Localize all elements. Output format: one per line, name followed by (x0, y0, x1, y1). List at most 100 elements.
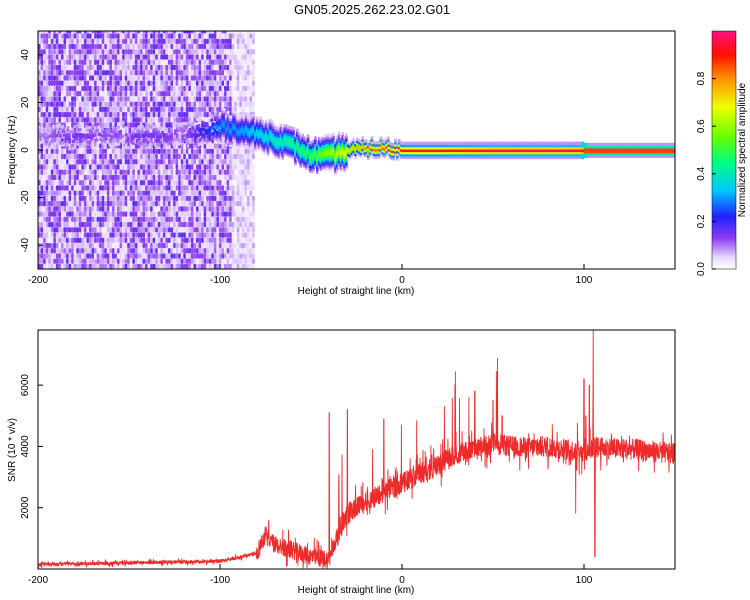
spectrogram-cell (239, 195, 243, 202)
spectrogram-cell (290, 126, 294, 130)
spectrogram-cell (203, 248, 207, 254)
spectrogram-cell (73, 101, 77, 107)
spectrogram-cell (63, 96, 67, 102)
spectrogram-cell (185, 49, 189, 55)
spectrogram-cell (185, 242, 189, 249)
spectrogram-cell (53, 211, 57, 217)
spectrogram-cell (48, 33, 51, 39)
spectrogram-cell (94, 33, 97, 39)
spectrogram-cell (124, 64, 128, 71)
spectrogram-cell (249, 148, 253, 154)
spectrogram-cell (72, 132, 75, 136)
spectrogram-cell (221, 59, 225, 65)
spectrogram-cell (106, 253, 110, 259)
spectrogram-cell (229, 185, 232, 191)
spectrogram-cell (160, 248, 164, 254)
spectrogram-cell (73, 31, 77, 34)
spectrogram-cell (109, 85, 113, 92)
spectrogram-cell (94, 64, 97, 71)
spectrogram-cell (203, 263, 207, 269)
spectrogram-cell (206, 221, 209, 228)
spectrogram-cell (218, 169, 222, 175)
spectrogram-cell (244, 119, 248, 123)
spectrogram-cell (53, 185, 57, 191)
spectrogram-cell (185, 216, 189, 223)
spectrogram-cell (165, 101, 169, 107)
spectrogram-cell (303, 140, 306, 145)
spectrogram-cell (266, 140, 270, 145)
spectrogram-cell (60, 159, 64, 165)
spectrogram-cell (263, 141, 266, 145)
spectrogram-cell (257, 125, 261, 130)
spectrogram-cell (219, 138, 223, 142)
spectrogram-cell (137, 117, 141, 123)
spectrogram-cell (91, 164, 95, 170)
spectrogram-cell (234, 132, 237, 136)
spectrogram-cell (81, 242, 85, 249)
spectrogram-cell (239, 185, 243, 191)
spectrogram-cell (40, 153, 44, 160)
spectrogram-cell (229, 253, 232, 259)
spectrogram-cell (155, 253, 159, 259)
spectrogram-cell (152, 70, 156, 76)
spectrogram-cell (160, 221, 164, 228)
spectrogram-cell (71, 263, 74, 269)
spectrogram-cell (101, 216, 105, 223)
spectrogram-cell (208, 106, 212, 113)
spectrogram-cell (162, 70, 166, 76)
spectrogram-cell (208, 135, 212, 140)
spectrogram-cell (73, 117, 77, 123)
spectrogram-cell (246, 33, 250, 39)
spectrogram-cell (226, 153, 230, 160)
spectrogram-cell (295, 130, 299, 135)
spectrogram-cell (114, 263, 118, 269)
spectrogram-cell (167, 59, 171, 65)
spectrogram-cell (234, 221, 237, 228)
spectrogram-cell (139, 216, 143, 223)
spectrogram-cell (232, 122, 235, 126)
spectrogram-cell (45, 164, 49, 170)
spectrogram-cell (141, 142, 144, 146)
spectrogram-cell (76, 216, 80, 223)
spectrogram-cell (234, 85, 237, 92)
spectrogram-cell (310, 169, 314, 174)
spectrogram-cell (286, 146, 290, 151)
spectrogram-cell (129, 49, 133, 55)
spectrogram-cell (221, 80, 225, 86)
spectrogram-cell (48, 153, 51, 160)
spectrogram-cell (96, 206, 100, 212)
spectrogram-cell (142, 211, 146, 217)
spectrogram-cell (157, 75, 161, 81)
spectrogram-cell (137, 263, 141, 269)
spectrogram-cell (185, 33, 189, 39)
spectrogram-cell (301, 157, 304, 161)
spectrogram-cell (68, 133, 72, 137)
spectrogram-cell (185, 111, 189, 118)
spectrogram-cell (76, 64, 80, 71)
spectrogram-cell (208, 143, 212, 149)
spectrogram-cell (96, 221, 100, 228)
spectrogram-cell (78, 211, 82, 217)
spectrogram-cell (219, 124, 223, 128)
spectrogram-cell (96, 106, 100, 113)
spectrogram-cell (228, 129, 232, 133)
spectrogram-cell (119, 111, 123, 118)
spectrogram-cell (299, 162, 303, 166)
spectrogram-cell (116, 111, 120, 118)
spectrogram-cell (104, 54, 108, 60)
spectrogram-cell (155, 164, 159, 170)
spectrogram-cell (109, 33, 113, 39)
spectrogram-cell (190, 106, 194, 113)
spectrogram-cell (279, 145, 283, 149)
spectrogram-cell (218, 253, 222, 259)
spectrogram-cell (214, 134, 217, 138)
spectrogram-cell (286, 130, 290, 134)
spectrogram-cell (165, 117, 169, 123)
spectrogram-cell (306, 134, 310, 138)
spectrogram-cell (150, 49, 153, 55)
spectrogram-cell (78, 174, 82, 181)
spectrogram-cell (91, 64, 95, 71)
spectrogram-cell (119, 232, 123, 238)
spectrogram-cell (132, 33, 136, 39)
spectrogram-cell (208, 75, 212, 81)
